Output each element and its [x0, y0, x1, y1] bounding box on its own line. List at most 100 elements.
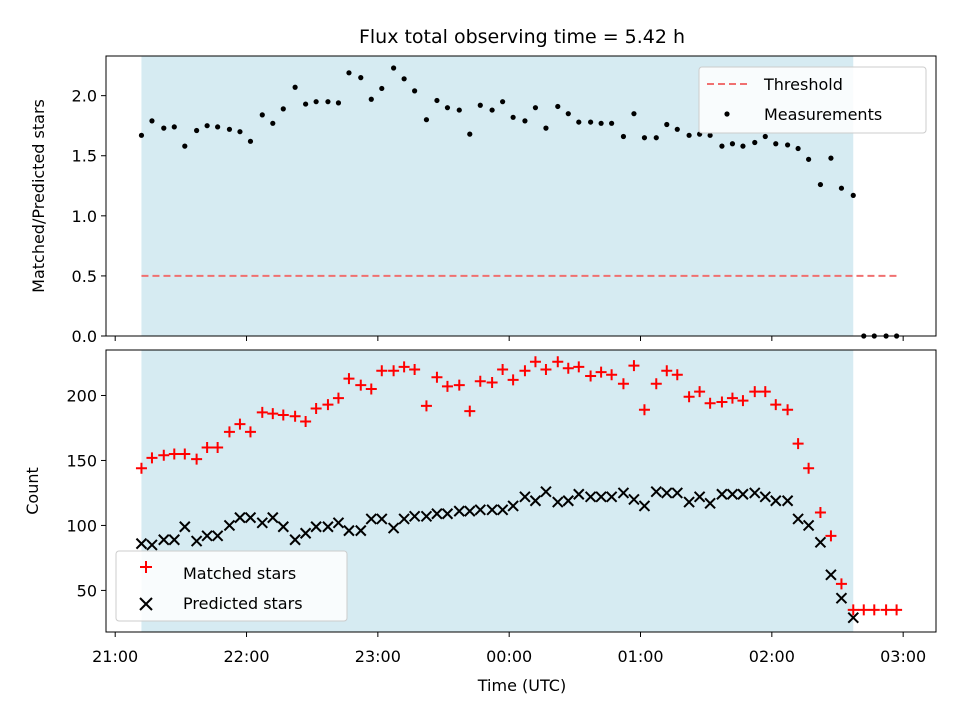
- matched-point: [464, 405, 476, 417]
- measurement-point: [237, 129, 243, 135]
- matched-point: [617, 378, 629, 390]
- measurement-point: [707, 132, 713, 138]
- predicted-point: [201, 530, 213, 542]
- y-tick-label: 0.0: [72, 327, 97, 346]
- x-axis-label: Time (UTC): [477, 676, 566, 695]
- measurement-point: [641, 135, 648, 141]
- matched-point: [835, 578, 847, 590]
- measurement-point: [543, 125, 549, 131]
- count-panel: 50 100 150 200 21:00 22:00 23:00 00:00 01:00 02:…: [23, 349, 937, 695]
- matched-point: [585, 370, 597, 382]
- chart-title: Flux total observing time = 5.42 h: [359, 26, 685, 48]
- predicted-point: [617, 487, 630, 499]
- measurement-point: [368, 96, 374, 102]
- ratio-y-ticks: 0.0 0.5 1.0 1.5 2.0: [72, 87, 106, 346]
- predicted-point: [704, 497, 716, 510]
- measurement-point: [510, 114, 516, 120]
- matched-point: [825, 530, 837, 542]
- x-tick-label: 22:00: [223, 647, 269, 666]
- y-tick-label: 1.0: [72, 207, 97, 226]
- matched-point: [540, 363, 552, 375]
- predicted-point: [267, 511, 279, 524]
- ratio-x-ticks: [114, 336, 904, 341]
- measurement-point: [631, 111, 637, 117]
- predicted-point: [168, 534, 180, 546]
- predicted-point: [289, 534, 301, 546]
- matched-point: [868, 604, 880, 616]
- measurement-point: [817, 181, 824, 188]
- y-tick-label: 100: [66, 516, 97, 535]
- predicted-point: [759, 491, 771, 503]
- matched-legend-swatch: [140, 561, 152, 573]
- predicted-point: [605, 491, 618, 503]
- matched-point: [737, 395, 749, 407]
- measurement-point: [226, 126, 233, 132]
- measurement-point: [335, 100, 342, 106]
- matched-point: [683, 391, 695, 403]
- measurement-point: [762, 133, 768, 140]
- matched-point: [595, 366, 607, 378]
- matched-point: [376, 365, 388, 377]
- matched-point: [661, 365, 673, 377]
- predicted-point: [277, 521, 290, 533]
- matched-point: [441, 380, 453, 392]
- predicted-point: [814, 536, 827, 549]
- matched-point: [355, 379, 367, 391]
- ratio-panel: 0.00.51.01.52.0 Matched/Predicted stars …: [29, 55, 937, 346]
- matched-point: [277, 409, 289, 421]
- matched-point: [704, 397, 716, 409]
- x-tick-label: 21:00: [92, 647, 138, 666]
- threshold-legend-label: Threshold: [763, 75, 843, 94]
- matched-point: [803, 462, 815, 474]
- measurement-point: [795, 145, 801, 152]
- measurement-point: [280, 106, 286, 112]
- measurement-point: [358, 75, 364, 81]
- matched-point: [726, 392, 738, 404]
- matched-point: [573, 361, 585, 373]
- measurement-point: [773, 141, 779, 147]
- measurement-point: [401, 76, 407, 82]
- matched-point: [858, 604, 870, 616]
- predicted-point: [387, 522, 400, 534]
- matched-point: [562, 362, 574, 374]
- measurement-point: [379, 85, 385, 92]
- predicted-point: [190, 535, 203, 547]
- matched-point: [168, 448, 180, 460]
- measurement-point: [215, 124, 221, 130]
- ratio-y-axis-label: Matched/Predicted stars: [29, 99, 48, 293]
- matched-point: [191, 453, 203, 465]
- x-tick-label: 03:00: [880, 647, 926, 666]
- predicted-point: [507, 500, 519, 512]
- predicted-point: [737, 488, 749, 500]
- predicted-point: [628, 493, 640, 506]
- predicted-point: [234, 511, 246, 524]
- measurement-point: [247, 138, 254, 144]
- y-tick-label: 150: [66, 451, 97, 470]
- predicted-point: [486, 504, 498, 516]
- measurement-point: [303, 101, 309, 107]
- measurement-point: [149, 118, 155, 124]
- y-tick-label: 2.0: [72, 87, 97, 106]
- predicted-point: [749, 487, 761, 499]
- predicted-point: [408, 510, 421, 523]
- y-tick-label: 1.5: [72, 147, 97, 166]
- matched-point: [158, 449, 170, 461]
- count-axes-frame: [105, 349, 937, 633]
- measurement-point: [565, 111, 571, 117]
- measurement-point: [270, 120, 276, 126]
- matched-point: [431, 371, 443, 383]
- predicted-point: [595, 491, 607, 503]
- matched-point: [146, 452, 158, 464]
- predicted-point: [573, 488, 585, 500]
- measurement-point: [522, 118, 528, 124]
- matched-point: [244, 426, 256, 438]
- measurement-point: [477, 102, 483, 108]
- measurement-point: [412, 88, 418, 94]
- predicted-point: [671, 487, 683, 499]
- measurement-point: [171, 124, 177, 130]
- measurement-point: [444, 105, 451, 111]
- predicted-point: [322, 521, 334, 533]
- predicted-point: [256, 517, 268, 529]
- matched-point: [398, 361, 410, 373]
- matched-point: [759, 386, 771, 398]
